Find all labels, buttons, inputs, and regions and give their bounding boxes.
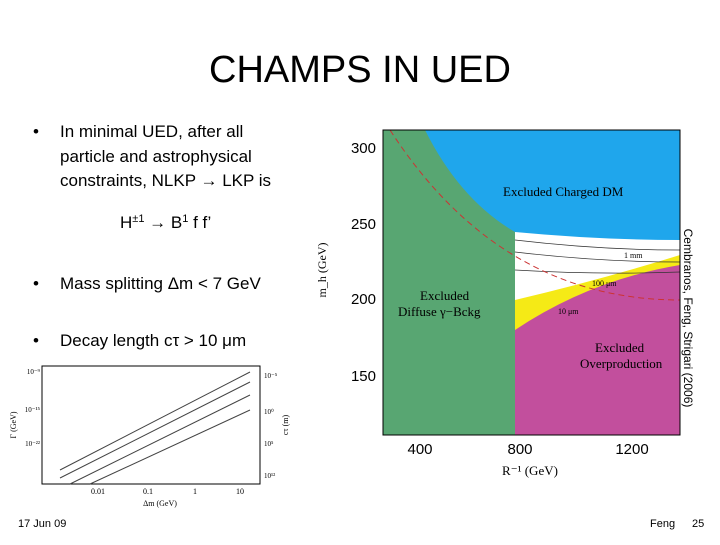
page-number: 25 <box>692 518 704 530</box>
region <box>383 130 515 435</box>
label: Excluded Charged DM <box>503 184 624 199</box>
t: ±1 <box>132 213 144 225</box>
tick-label: 10⁵ <box>264 440 274 448</box>
tick-label: 0.01 <box>91 487 105 496</box>
main-figure: Excluded Charged DM Excluded Diffuse γ−B… <box>315 129 681 478</box>
t: f f’ <box>188 213 211 232</box>
title: CHAMPS IN UED <box>209 49 511 91</box>
text: constraints, NLKP → LKP is <box>60 171 271 190</box>
tick-label: 400 <box>407 441 432 458</box>
t: 1 <box>182 213 188 225</box>
tick-label: 10⁻²² <box>25 440 40 448</box>
bullet: • <box>33 274 39 293</box>
formula: H±1 → B1 f f’ <box>120 213 211 232</box>
footer-date: 17 Jun 09 <box>18 518 66 530</box>
t: → B <box>144 213 182 232</box>
curve <box>389 129 681 301</box>
small-figure: 10⁻⁹ 10⁻¹⁵ 10⁻²² 10⁻⁵ 10⁰ 10⁵ 10¹² 0.01 … <box>9 365 290 508</box>
label: 10 μm <box>558 307 579 316</box>
region <box>515 265 680 435</box>
t: H <box>120 213 132 232</box>
tick-label: 10⁰ <box>264 408 274 416</box>
text: particle and astrophysical <box>60 147 252 166</box>
tick-label: 1 <box>193 487 197 496</box>
tick-label: 300 <box>351 140 376 157</box>
tick-label: 10⁻⁹ <box>27 368 41 376</box>
text: Decay length cτ > 10 μm <box>60 331 246 350</box>
bullet: • <box>33 331 39 350</box>
text: In minimal UED, after all <box>60 122 243 141</box>
axis-label: cτ (m) <box>281 415 290 436</box>
tick-label: 200 <box>351 291 376 308</box>
credit: Cembranos, Feng, Strigari (2006) <box>681 229 695 408</box>
label: Overproduction <box>580 356 663 371</box>
bullet: • <box>33 122 39 141</box>
axis-label: m_h (GeV) <box>315 243 329 298</box>
tick-label: 1200 <box>615 441 648 458</box>
tick-label: 0.1 <box>143 487 153 496</box>
tick-label: 10⁻⁵ <box>264 372 278 380</box>
axis-label: Δm (GeV) <box>143 499 177 508</box>
label: 100 μm <box>592 279 617 288</box>
axis-label: Γ (GeV) <box>9 411 18 438</box>
label: Diffuse γ−Bckg <box>398 304 481 319</box>
tick-label: 10¹² <box>264 472 275 480</box>
label: Excluded <box>420 288 470 303</box>
text: Mass splitting Δm < 7 GeV <box>60 274 261 293</box>
label: 1 mm <box>624 251 643 260</box>
tick-label: 10 <box>236 487 244 496</box>
contour <box>514 239 681 274</box>
tick-label: 10⁻¹⁵ <box>25 406 41 414</box>
tick-label: 250 <box>351 216 376 233</box>
axis-label: R⁻¹ (GeV) <box>502 463 558 478</box>
tick-label: 150 <box>351 368 376 385</box>
frame <box>382 129 681 436</box>
tick-label: 800 <box>507 441 532 458</box>
footer-author: Feng <box>650 518 675 530</box>
label: Excluded <box>595 340 645 355</box>
curve <box>59 371 251 485</box>
